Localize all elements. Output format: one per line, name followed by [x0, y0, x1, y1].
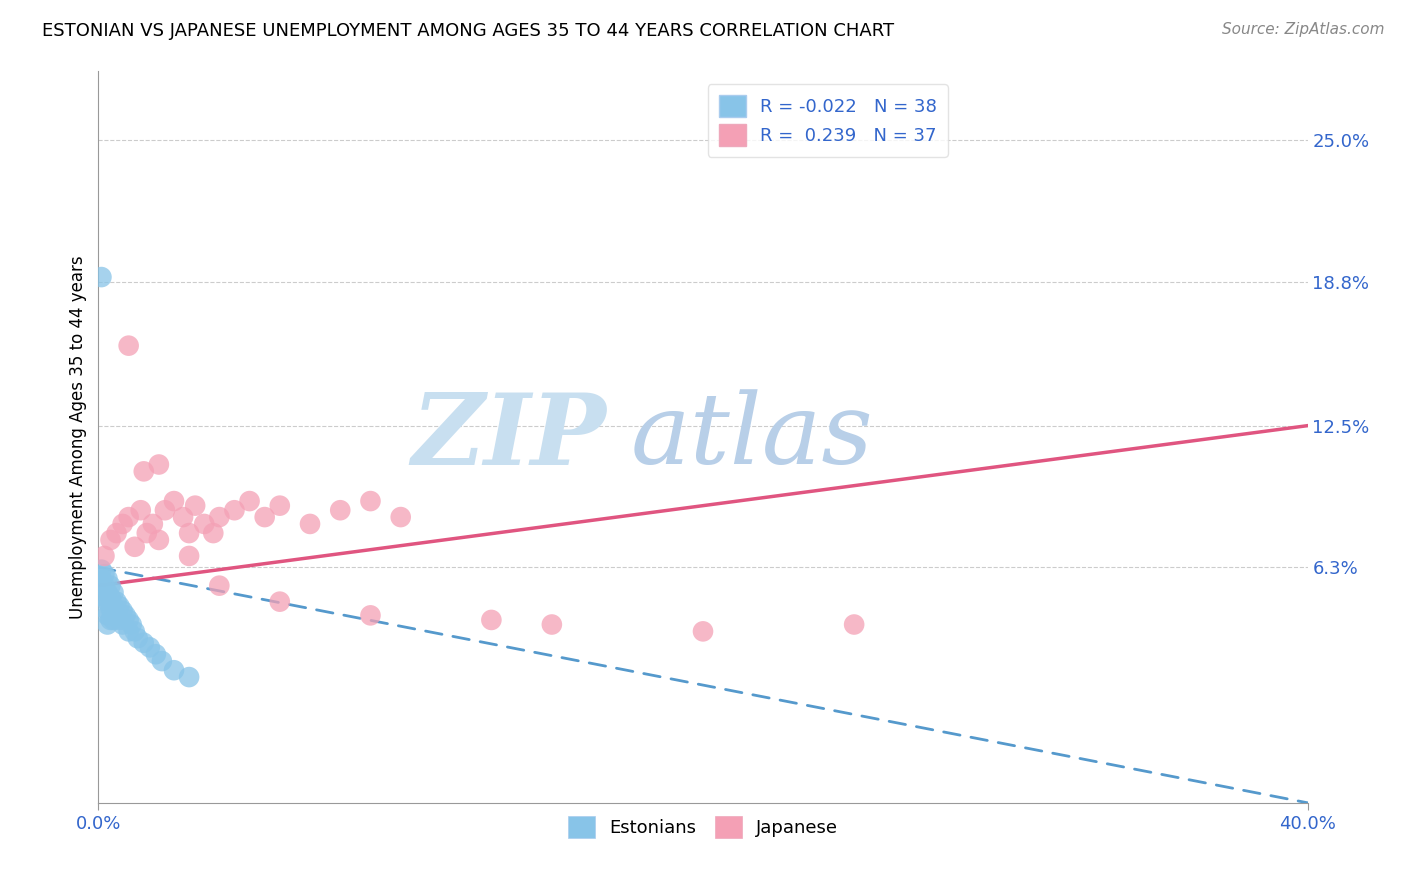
Point: [132, 636, 155, 650]
Text: ESTONIAN VS JAPANESE UNEMPLOYMENT AMONG AGES 35 TO 44 YEARS CORRELATION CHART: ESTONIAN VS JAPANESE UNEMPLOYMENT AMONG …: [42, 22, 894, 40]
Point: [103, 585, 125, 599]
Point: [103, 599, 125, 614]
Point: [389, 510, 412, 524]
Point: [100, 613, 122, 627]
Point: [96, 585, 118, 599]
Point: [148, 458, 170, 472]
Point: [360, 494, 382, 508]
Point: [118, 613, 141, 627]
Point: [124, 624, 146, 639]
Point: [208, 510, 231, 524]
Point: [193, 516, 215, 531]
Point: [360, 608, 382, 623]
Point: [139, 640, 162, 655]
Point: [481, 613, 503, 627]
Point: [135, 526, 157, 541]
Point: [299, 516, 322, 531]
Point: [108, 599, 131, 614]
Text: atlas: atlas: [630, 390, 873, 484]
Point: [93, 579, 115, 593]
Point: [93, 590, 115, 604]
Point: [844, 617, 866, 632]
Point: [111, 617, 134, 632]
Point: [124, 540, 146, 554]
Point: [90, 270, 112, 285]
Text: ZIP: ZIP: [412, 389, 606, 485]
Point: [239, 494, 262, 508]
Point: [96, 594, 118, 608]
Point: [93, 601, 115, 615]
Point: [540, 617, 562, 632]
Point: [253, 510, 276, 524]
Point: [100, 533, 122, 547]
Point: [145, 647, 167, 661]
Point: [90, 563, 112, 577]
Point: [90, 579, 112, 593]
Point: [93, 567, 115, 582]
Point: [118, 510, 141, 524]
Point: [118, 624, 141, 639]
Point: [108, 613, 131, 627]
Point: [179, 670, 201, 684]
Point: [172, 510, 194, 524]
Text: Source: ZipAtlas.com: Source: ZipAtlas.com: [1222, 22, 1385, 37]
Point: [163, 663, 186, 677]
Point: [96, 572, 118, 586]
Point: [148, 533, 170, 547]
Point: [105, 526, 128, 541]
Point: [150, 654, 173, 668]
Point: [692, 624, 714, 639]
Point: [269, 594, 291, 608]
Point: [105, 594, 128, 608]
Point: [105, 608, 128, 623]
Point: [103, 613, 125, 627]
Point: [121, 617, 143, 632]
Point: [111, 604, 134, 618]
Legend: Estonians, Japanese: Estonians, Japanese: [561, 808, 845, 845]
Point: [118, 338, 141, 352]
Point: [100, 579, 122, 593]
Point: [90, 572, 112, 586]
Point: [224, 503, 246, 517]
Point: [93, 549, 115, 563]
Point: [100, 590, 122, 604]
Point: [208, 579, 231, 593]
Point: [153, 503, 176, 517]
Point: [163, 494, 186, 508]
Y-axis label: Unemployment Among Ages 35 to 44 years: Unemployment Among Ages 35 to 44 years: [69, 255, 87, 619]
Point: [179, 526, 201, 541]
Point: [100, 601, 122, 615]
Point: [269, 499, 291, 513]
Point: [96, 617, 118, 632]
Point: [184, 499, 207, 513]
Point: [129, 503, 152, 517]
Point: [132, 464, 155, 478]
Point: [114, 608, 136, 623]
Point: [111, 516, 134, 531]
Point: [202, 526, 225, 541]
Point: [179, 549, 201, 563]
Point: [329, 503, 352, 517]
Point: [96, 608, 118, 623]
Point: [127, 632, 149, 646]
Point: [142, 516, 165, 531]
